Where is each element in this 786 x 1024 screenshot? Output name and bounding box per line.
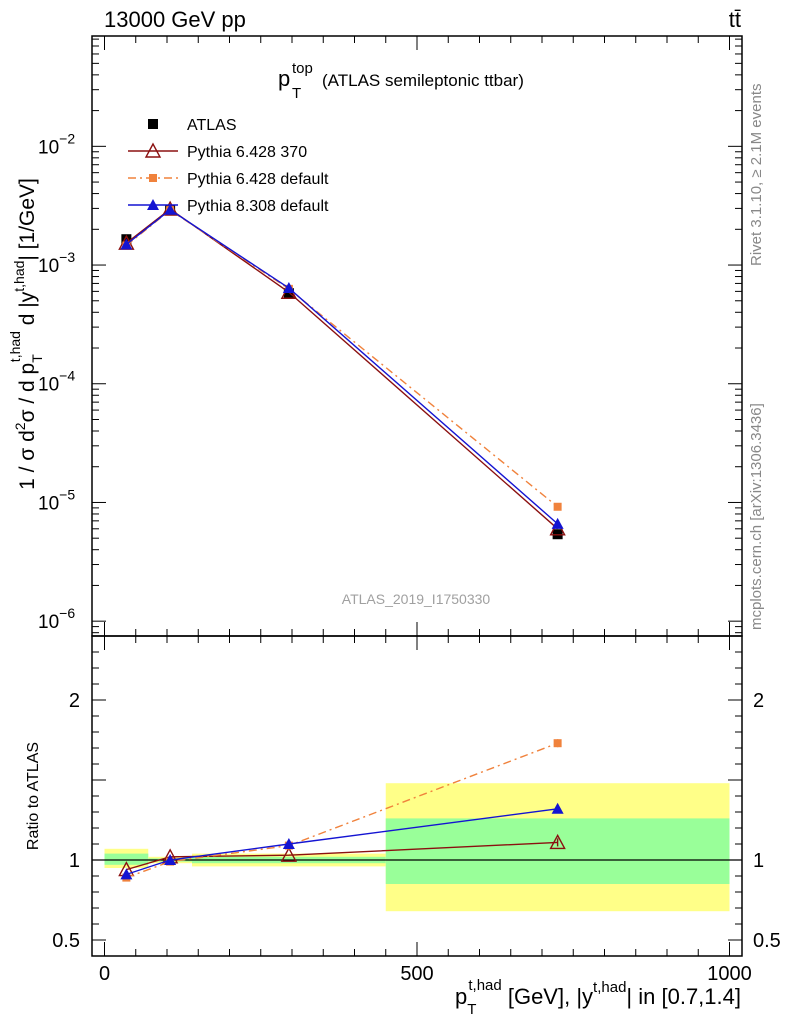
plot-title: p top T (ATLAS semileptonic ttbar) [278, 60, 524, 102]
x-tick-label: 500 [400, 963, 433, 985]
analysis-id: ATLAS_2019_I1750330 [342, 591, 491, 607]
ratio-point [164, 854, 177, 865]
ratio-tick-label-right: 1 [753, 850, 764, 872]
ratio-line [126, 808, 558, 876]
ratio-tick-label-right: 2 [753, 690, 764, 712]
data-point [553, 502, 562, 511]
mcplots-label: mcplots.cern.ch [arXiv:1306.3436] [748, 403, 765, 630]
data-point [551, 517, 564, 529]
ratio-line [126, 742, 558, 879]
plot-title-sub: T [292, 85, 301, 102]
legend-label: Pythia 6.428 default [187, 171, 329, 188]
legend-marker [149, 174, 157, 182]
uncertainty-bands [92, 783, 742, 912]
x-tick-label: 1000 [707, 963, 752, 985]
ratio-line [126, 841, 558, 871]
plot-title-rest: (ATLAS semileptonic ttbar) [322, 71, 524, 90]
y-tick-label: 10−2 [38, 130, 75, 158]
y-axis-label: 1 / σ d2σ / d pTt,had d |yt,had| [1/GeV] [7, 178, 45, 490]
ratio-series [118, 739, 566, 882]
legend-label: Pythia 6.428 370 [187, 144, 307, 161]
ratio-point [551, 802, 564, 814]
y-tick-label: 10−3 [38, 249, 75, 277]
legend-label: Pythia 8.308 default [187, 198, 329, 215]
legend-marker [148, 119, 158, 129]
ratio-tick-label: 0.5 [52, 930, 80, 952]
series-line [125, 208, 559, 530]
process-label: tt̄ [729, 7, 741, 32]
ratio-tick-label: 1 [69, 850, 80, 872]
y-tick-label: 10−6 [38, 605, 75, 633]
series-line [125, 209, 559, 508]
ratio-point [280, 846, 298, 862]
data-point [282, 282, 295, 294]
ratio-tick-label-right: 0.5 [753, 930, 781, 952]
rivet-label: Rivet 3.1.10, ≥ 2.1M events [748, 84, 765, 267]
plot-title-sup: top [292, 60, 313, 77]
legend-label: ATLAS [187, 117, 237, 134]
ratio-tick-label: 2 [69, 690, 80, 712]
legend-marker [147, 199, 159, 210]
data-point [164, 203, 177, 215]
energy-label: 13000 GeV pp [104, 7, 246, 32]
series-line [125, 208, 559, 525]
ratio-point [553, 739, 562, 748]
band-inner [385, 818, 730, 884]
x-axis-label: pTt,had [GeV], |yt,had| in [0.7,1.4] [455, 977, 741, 1018]
data-point [120, 238, 133, 250]
y-tick-label: 10−5 [38, 486, 75, 514]
ratio-point [282, 838, 295, 849]
ratio-point [549, 833, 566, 850]
y-tick-label: 10−4 [38, 368, 75, 396]
ratio-point [120, 868, 133, 880]
main-ticks: 10−6 10−5 10−4 10−3 10−2 [38, 36, 742, 634]
legend-marker [144, 142, 162, 158]
ratio-axis-label: Ratio to ATLAS [25, 742, 42, 850]
plot-title-main: p [278, 66, 290, 91]
legend: ATLAS Pythia 6.428 370 Pythia 6.428 defaul… [128, 117, 329, 215]
main-series [118, 200, 566, 540]
band-inner [104, 853, 149, 865]
x-tick-label: 0 [99, 963, 110, 985]
